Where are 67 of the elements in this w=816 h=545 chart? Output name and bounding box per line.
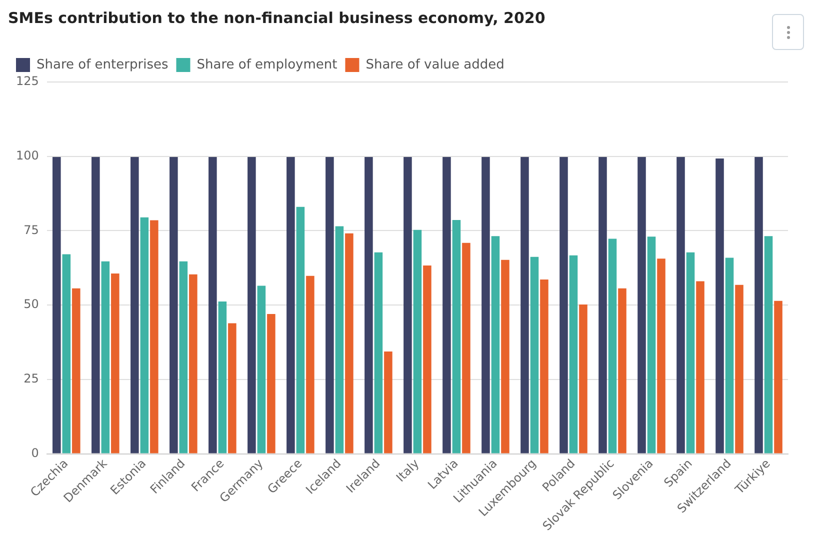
bar [638,156,646,454]
bar [208,156,217,454]
bar [647,236,656,454]
bar [52,156,61,454]
bar [530,256,539,454]
bar [335,226,344,454]
y-tick-label: 0 [31,446,39,460]
bar [442,156,451,454]
bar [423,266,432,454]
bar [384,351,392,454]
bar [62,254,71,454]
legend-label: Share of value added [366,57,504,72]
bar [774,300,782,454]
bar [218,302,227,454]
bar [248,156,256,454]
bar [725,258,734,454]
bar [569,255,578,454]
bar [598,156,607,454]
bar [296,206,305,454]
bar [326,156,334,454]
bar [374,252,383,454]
bar [696,281,704,454]
bar [150,220,158,454]
bar [754,156,763,454]
bar [189,274,198,454]
bar [560,156,568,454]
bar [735,284,744,454]
bar [345,233,354,454]
bar [92,156,100,454]
bar [404,156,412,454]
bar [179,261,188,454]
bar [130,156,139,454]
bar [482,156,490,454]
legend-label: Share of enterprises [36,57,168,72]
y-tick-label: 50 [24,297,39,312]
bar [267,314,276,454]
bar [618,288,626,454]
bar [676,156,685,454]
bar [501,260,510,454]
bar [72,288,80,454]
bar [228,323,236,454]
bar [286,156,295,454]
bar [413,230,422,454]
bar [111,274,120,454]
bar [579,304,588,454]
bar [716,158,724,454]
bar [257,286,266,454]
bar [452,220,461,454]
bar [101,261,110,454]
y-tick-label: 75 [24,222,39,237]
y-tick-label: 125 [16,74,39,88]
bar [608,238,617,454]
bar [140,217,149,454]
chart-title: SMEs contribution to the non-financial business economy, 2020 [8,8,546,27]
y-tick-label: 100 [16,148,39,162]
bar [764,236,773,454]
bar [491,236,500,454]
bar [364,156,373,454]
bar [657,258,666,454]
bar [686,252,695,454]
bar [170,156,178,454]
bar [540,279,548,454]
y-tick-label: 25 [24,372,39,386]
legend-label: Share of employment [196,57,338,72]
bar [520,156,529,454]
bar [306,276,314,454]
bar [462,242,470,454]
